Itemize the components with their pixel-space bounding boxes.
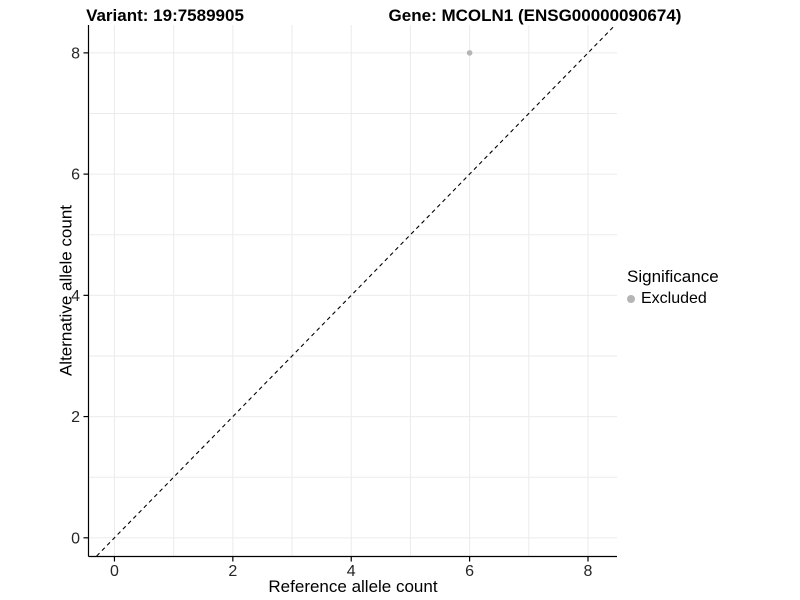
y-tick-label: 4 [71, 288, 80, 305]
x-tick-label: 8 [584, 563, 593, 580]
identity-line [96, 24, 616, 557]
x-tick-label: 0 [110, 563, 119, 580]
variant-title: Variant: 19:7589905 [86, 6, 244, 25]
gene-title: Gene: MCOLN1 (ENSG00000090674) [388, 6, 682, 25]
x-tick-label: 2 [228, 563, 237, 580]
y-axis-title: Alternative allele count [56, 204, 76, 377]
legend-item-excluded: Excluded [627, 290, 719, 308]
x-tick-label: 6 [465, 563, 474, 580]
legend-title: Significance [627, 267, 719, 286]
y-tick-label: 6 [71, 167, 80, 184]
data-point [466, 50, 473, 56]
y-tick-label: 2 [71, 409, 80, 426]
y-tick-label: 0 [71, 530, 80, 547]
excluded-point-icon [627, 295, 635, 303]
y-tick-label: 8 [71, 45, 80, 62]
x-tick-label: 4 [347, 563, 356, 580]
x-axis-title: Reference allele count [268, 577, 438, 596]
legend-item-label: Excluded [641, 290, 707, 307]
legend: Significance Excluded [627, 267, 719, 308]
